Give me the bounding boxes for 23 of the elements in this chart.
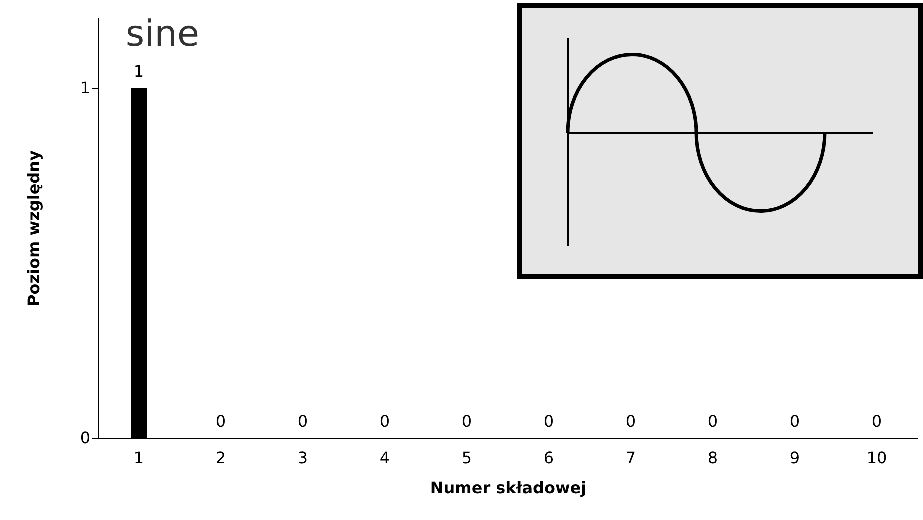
chart-title: sine	[126, 14, 200, 55]
x-axis-title: Numer składowej	[430, 478, 587, 498]
data-label: 0	[872, 412, 882, 431]
data-label: 0	[626, 412, 636, 431]
data-label: 0	[298, 412, 308, 431]
x-tick-label: 5	[462, 448, 472, 468]
x-tick-label: 3	[298, 448, 308, 468]
data-label: 0	[380, 412, 390, 431]
x-tick-label: 8	[708, 448, 718, 468]
data-label: 0	[708, 412, 718, 431]
data-label: 0	[544, 412, 554, 431]
x-tick-label: 7	[626, 448, 636, 468]
data-label: 0	[462, 412, 472, 431]
data-label: 1	[134, 62, 144, 81]
x-tick-label: 4	[380, 448, 390, 468]
data-label: 0	[790, 412, 800, 431]
x-tick-label: 10	[866, 448, 888, 468]
x-tick-label: 1	[134, 448, 144, 468]
x-tick-label: 6	[544, 448, 554, 468]
y-axis-title: Poziom względny	[24, 150, 44, 306]
x-tick-label: 2	[216, 448, 226, 468]
data-label: 0	[216, 412, 226, 431]
x-tick-label: 9	[790, 448, 800, 468]
